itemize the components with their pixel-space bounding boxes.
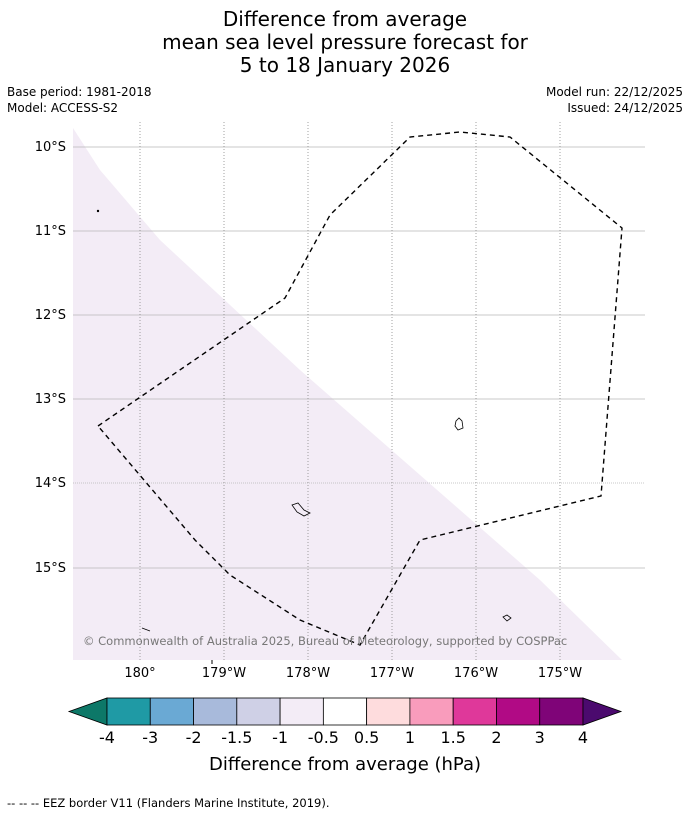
map-title: Difference from average mean sea level p…	[0, 8, 690, 77]
base-period-label: Base period: 1981-2018	[7, 85, 152, 99]
model-run-label: Model run: 22/12/2025	[545, 85, 683, 99]
title-line-1: Difference from average	[222, 7, 468, 31]
colorbar-tick-label: 1	[405, 728, 415, 747]
colorbar-tick-label: -1.5	[221, 728, 252, 747]
colorbar-tick-label: 2	[491, 728, 501, 747]
colorbar-segment	[149, 697, 194, 726]
lon-labels: 180° 179°W 178°W 177°W 176°W 175°W	[124, 666, 582, 681]
colorbar-segment	[236, 697, 281, 726]
colorbar-tick-label: -3	[142, 728, 158, 747]
island-3	[502, 614, 512, 622]
colorbar-segment	[496, 697, 541, 726]
colorbar-extend-low	[67, 697, 108, 726]
colorbar-tick-label: -4	[99, 728, 115, 747]
colorbar-tick-label: 1.5	[440, 728, 465, 747]
model-label: Model: ACCESS-S2	[7, 101, 119, 115]
island-5	[96, 209, 100, 213]
colorbar-tick-label: -0.5	[308, 728, 339, 747]
meta-left: Base period: 1981-2018 Model: ACCESS-S2	[7, 84, 152, 116]
colorbar-tick-label: -2	[186, 728, 202, 747]
lon-label: 177°W	[370, 666, 414, 681]
lon-label: 178°W	[286, 666, 330, 681]
lat-labels: 10°S 11°S 12°S 13°S 14°S 15°S	[35, 140, 66, 576]
colorbar-tick-label: 4	[578, 728, 588, 747]
anomaly-shading	[73, 128, 622, 660]
title-line-3: 5 to 18 January 2026	[239, 53, 451, 77]
islands	[96, 209, 512, 632]
colorbar-tick-label: -1	[272, 728, 288, 747]
map-copyright: © Commonwealth of Australia 2025, Bureau…	[83, 634, 567, 648]
eez-footnote: -- -- -- EEZ border V11 (Flanders Marine…	[7, 796, 330, 810]
lat-label: 13°S	[35, 392, 66, 407]
colorbar-segment	[106, 697, 151, 726]
island-1	[454, 417, 464, 431]
lat-label: 12°S	[35, 308, 66, 323]
colorbar: -4 -3 -2 -1.5 -1 -0.5 0.5 1 1.5 2 3 4	[67, 697, 623, 747]
colorbar-tick-label: 0.5	[354, 728, 379, 747]
lon-label: 176°W	[454, 666, 498, 681]
lat-label: 14°S	[35, 476, 66, 491]
colorbar-segment	[279, 697, 324, 726]
island-4	[141, 627, 151, 632]
meta-right: Model run: 22/12/2025 Issued: 24/12/2025	[546, 84, 683, 116]
lon-label: 179°W	[202, 666, 246, 681]
lon-label: 175°W	[538, 666, 582, 681]
colorbar-tick-label: 3	[535, 728, 545, 747]
lat-label: 10°S	[35, 140, 66, 155]
lat-gridlines	[73, 146, 645, 569]
issued-label: Issued: 24/12/2025	[567, 101, 683, 115]
eez-border	[96, 131, 623, 646]
colorbar-segment	[539, 697, 584, 726]
colorbar-title: Difference from average (hPa)	[209, 754, 481, 775]
colorbar-extend-high	[582, 697, 623, 726]
colorbar-segment	[193, 697, 238, 726]
colorbar-segment	[409, 697, 454, 726]
lat-label: 11°S	[35, 224, 66, 239]
colorbar-segment	[322, 697, 368, 726]
colorbar-segment	[452, 697, 497, 726]
island-2	[291, 502, 311, 517]
title-line-2: mean sea level pressure forecast for	[162, 30, 528, 54]
lat-label: 15°S	[35, 561, 66, 576]
lon-label: 180°	[124, 666, 155, 681]
colorbar-segment	[366, 697, 411, 726]
